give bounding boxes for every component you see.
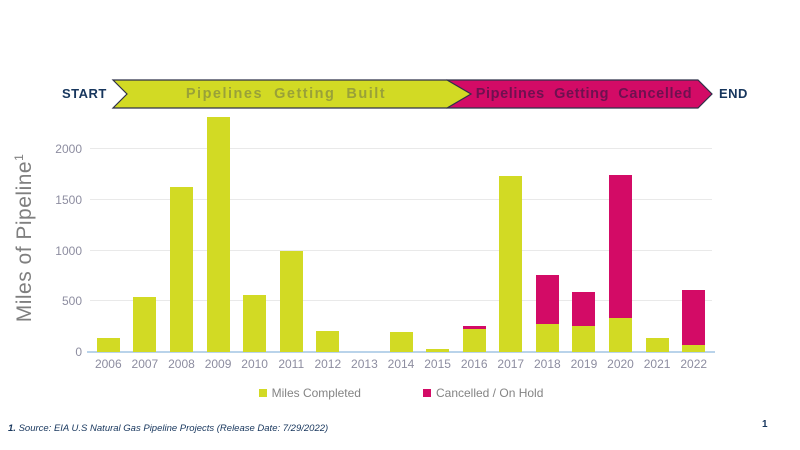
y-axis-title-footnote-marker: 1	[12, 153, 26, 161]
x-tick-2012: 2012	[314, 357, 342, 371]
bar-2018-miles-completed	[535, 323, 559, 352]
bar-2021-miles-completed	[645, 337, 669, 352]
y-tick-1000: 1000	[55, 243, 82, 258]
legend-swatch-completed	[258, 389, 267, 397]
x-tick-2017: 2017	[497, 357, 525, 371]
x-tick-2011: 2011	[278, 357, 305, 371]
bar-2014-miles-completed	[389, 331, 413, 352]
bar-2007-miles-completed	[133, 297, 157, 352]
banner-built-label: Pipelines Getting Built	[185, 86, 387, 102]
bar-2006-miles-completed	[96, 337, 120, 352]
x-tick-2007: 2007	[131, 357, 159, 371]
legend-swatch-cancelled	[422, 389, 431, 397]
built-arrow-shape	[111, 79, 473, 109]
legend-item-cancelled: Cancelled / On Hold	[422, 386, 544, 400]
bar-2016-miles-completed	[462, 329, 486, 352]
bar-2022-miles-completed	[682, 344, 706, 352]
bar-2022-cancelled-on-hold	[682, 289, 706, 345]
gridline-1000	[90, 249, 712, 251]
bar-2019-cancelled-on-hold	[572, 292, 596, 326]
y-tick-1500: 1500	[55, 193, 82, 208]
bar-2016-cancelled-on-hold	[462, 326, 486, 330]
legend-item-miles-completed: Miles Completed	[258, 386, 361, 400]
banner-arrows	[111, 79, 713, 109]
chart-legend: Miles Completed Cancelled / On Hold	[90, 386, 712, 400]
bar-2015-miles-completed	[426, 348, 450, 352]
x-tick-2020: 2020	[607, 357, 634, 371]
bar-2010-miles-completed	[243, 295, 267, 352]
bar-2009-miles-completed	[206, 117, 230, 352]
bar-2020-miles-completed	[609, 317, 633, 352]
banner-cancelled-label: Pipelines Getting Cancelled	[475, 86, 693, 102]
bar-2019-miles-completed	[572, 325, 596, 352]
legend-label-cancelled: Cancelled / On Hold	[435, 386, 544, 400]
x-tick-2016: 2016	[460, 357, 488, 371]
x-tick-2019: 2019	[570, 357, 598, 371]
bar-2017-miles-completed	[499, 175, 523, 352]
x-tick-2014: 2014	[387, 357, 415, 371]
legend-label-completed: Miles Completed	[271, 386, 361, 400]
x-tick-2010: 2010	[241, 357, 268, 371]
bar-2020-cancelled-on-hold	[609, 174, 633, 318]
x-tick-2008: 2008	[168, 357, 195, 371]
bar-2011-miles-completed	[279, 250, 303, 352]
footnote-marker: 1.	[8, 423, 16, 434]
x-tick-2006: 2006	[94, 357, 122, 371]
banner-start-label: START	[62, 86, 107, 101]
x-tick-2013: 2013	[351, 357, 378, 371]
footnote-text: Source: EIA U.S Natural Gas Pipeline Pro…	[15, 423, 329, 434]
page-number: 1	[762, 419, 768, 430]
gridline-500	[90, 300, 712, 302]
plot-area: 0 500 1000 1500 2000 2006 2007 2008 2009 2010 2011…	[55, 113, 715, 371]
y-axis-title-text: Miles of Pipeline	[13, 160, 36, 323]
source-footnote: 1. Source: EIA U.S Natural Gas Pipeline …	[8, 423, 328, 434]
x-tick-2018: 2018	[533, 357, 561, 371]
x-axis-line	[87, 351, 715, 353]
gridline-2000	[90, 148, 712, 150]
y-tick-500: 500	[61, 294, 82, 309]
x-tick-2021: 2021	[643, 357, 671, 371]
y-tick-0: 0	[75, 345, 82, 359]
x-tick-2022: 2022	[680, 357, 708, 371]
gridline-1500	[90, 199, 712, 201]
bar-2008-miles-completed	[169, 186, 193, 352]
x-tick-2009: 2009	[204, 357, 232, 371]
banner-end-label: END	[719, 86, 748, 101]
y-tick-2000: 2000	[55, 142, 82, 157]
x-tick-2015: 2015	[424, 357, 451, 371]
bar-2012-miles-completed	[316, 330, 340, 352]
bar-2018-cancelled-on-hold	[535, 275, 559, 324]
